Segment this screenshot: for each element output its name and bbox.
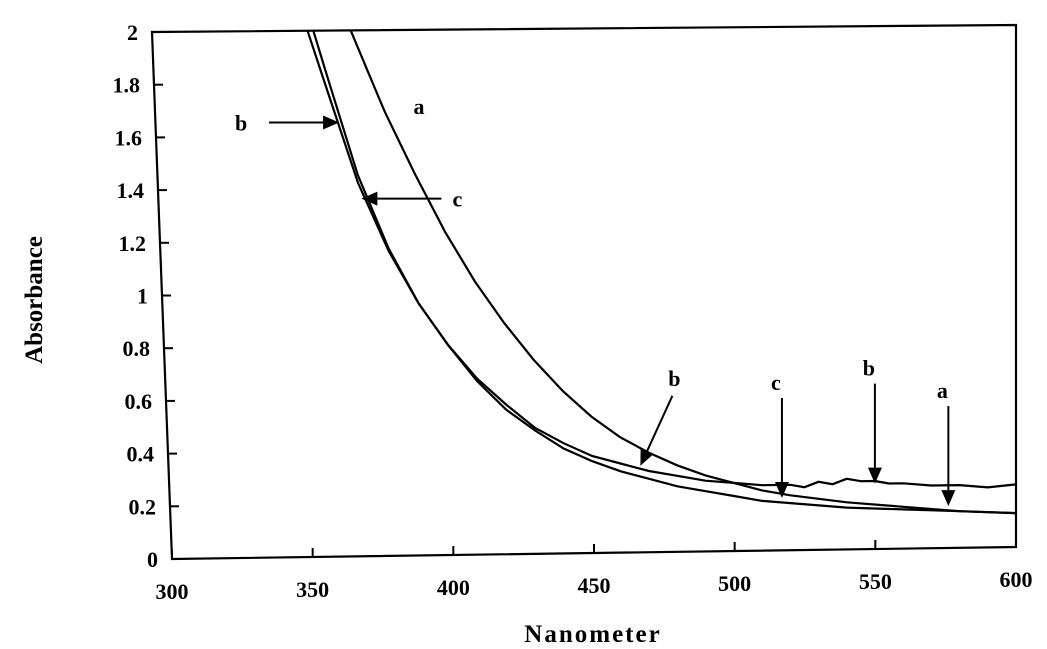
y-tick-label: 0.8: [123, 336, 151, 361]
annotation-label: b: [668, 366, 680, 391]
annotation-label: c: [771, 370, 781, 395]
annotation-label: b: [863, 356, 875, 381]
curves: [306, 29, 1017, 515]
y-tick-label: 1: [137, 284, 148, 309]
annotation-label: c: [452, 187, 462, 212]
annotation-arrowhead: [941, 490, 956, 507]
x-axis-title: Nanometer: [524, 621, 661, 648]
x-tick-label: 550: [859, 569, 892, 594]
x-tick-label: 600: [1000, 567, 1033, 592]
y-tick-label: 1.4: [117, 178, 145, 203]
y-tick-label: 0.2: [129, 494, 157, 519]
y-tick-label: 0.4: [127, 442, 155, 467]
annotation-arrow: [646, 395, 674, 452]
y-tick-label: 1.2: [119, 231, 147, 256]
annotation-arrowhead: [774, 481, 789, 498]
y-tick-label: 1.8: [113, 73, 141, 98]
x-tick-label: 500: [718, 571, 751, 596]
y-tick-label: 0.6: [125, 389, 153, 414]
annotation-arrowhead: [640, 448, 654, 466]
series-line-c: [312, 30, 1017, 515]
annotation-label: a: [413, 94, 424, 119]
annotation-arrowhead: [323, 115, 340, 130]
plot-frame: [150, 23, 1018, 561]
y-tick-label: 1.6: [115, 125, 143, 150]
y-axis-title: Absorbance: [21, 236, 48, 364]
annotation-arrowhead: [867, 467, 882, 484]
annotations: b a c b c b a: [235, 94, 956, 507]
series-line-a: [349, 29, 1017, 515]
x-tick-label: 300: [156, 579, 189, 604]
annotation-arrowhead: [361, 191, 378, 206]
x-tick-label: 400: [437, 575, 470, 600]
annotation-label: a: [937, 378, 948, 403]
annotation-label: b: [235, 111, 247, 136]
x-tick-label: 350: [296, 577, 329, 602]
axes: 300 350 400 450 500 550 600 0 0.2 0.4 0.6 0.8 1 1.2 1.…: [113, 20, 1033, 604]
x-tick-label: 450: [578, 573, 611, 598]
y-tick-label: 0: [147, 547, 158, 572]
y-tick-label: 2: [127, 20, 138, 45]
